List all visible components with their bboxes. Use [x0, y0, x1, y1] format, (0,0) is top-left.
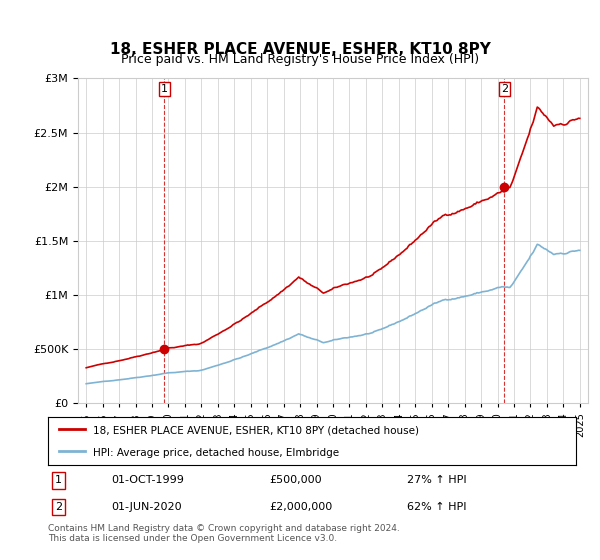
Text: 27% ↑ HPI: 27% ↑ HPI — [407, 475, 467, 485]
Text: 62% ↑ HPI: 62% ↑ HPI — [407, 502, 467, 512]
Text: Contains HM Land Registry data © Crown copyright and database right 2024.
This d: Contains HM Land Registry data © Crown c… — [48, 524, 400, 543]
Text: HPI: Average price, detached house, Elmbridge: HPI: Average price, detached house, Elmb… — [93, 448, 339, 458]
Text: £2,000,000: £2,000,000 — [270, 502, 333, 512]
Text: Price paid vs. HM Land Registry's House Price Index (HPI): Price paid vs. HM Land Registry's House … — [121, 53, 479, 66]
Text: 1: 1 — [161, 84, 168, 94]
Text: £500,000: £500,000 — [270, 475, 322, 485]
Text: 1: 1 — [55, 475, 62, 485]
Text: 01-JUN-2020: 01-JUN-2020 — [112, 502, 182, 512]
Text: 2: 2 — [55, 502, 62, 512]
Text: 18, ESHER PLACE AVENUE, ESHER, KT10 8PY (detached house): 18, ESHER PLACE AVENUE, ESHER, KT10 8PY … — [93, 426, 419, 436]
Text: 18, ESHER PLACE AVENUE, ESHER, KT10 8PY: 18, ESHER PLACE AVENUE, ESHER, KT10 8PY — [110, 42, 490, 57]
Text: 01-OCT-1999: 01-OCT-1999 — [112, 475, 184, 485]
Text: 2: 2 — [501, 84, 508, 94]
